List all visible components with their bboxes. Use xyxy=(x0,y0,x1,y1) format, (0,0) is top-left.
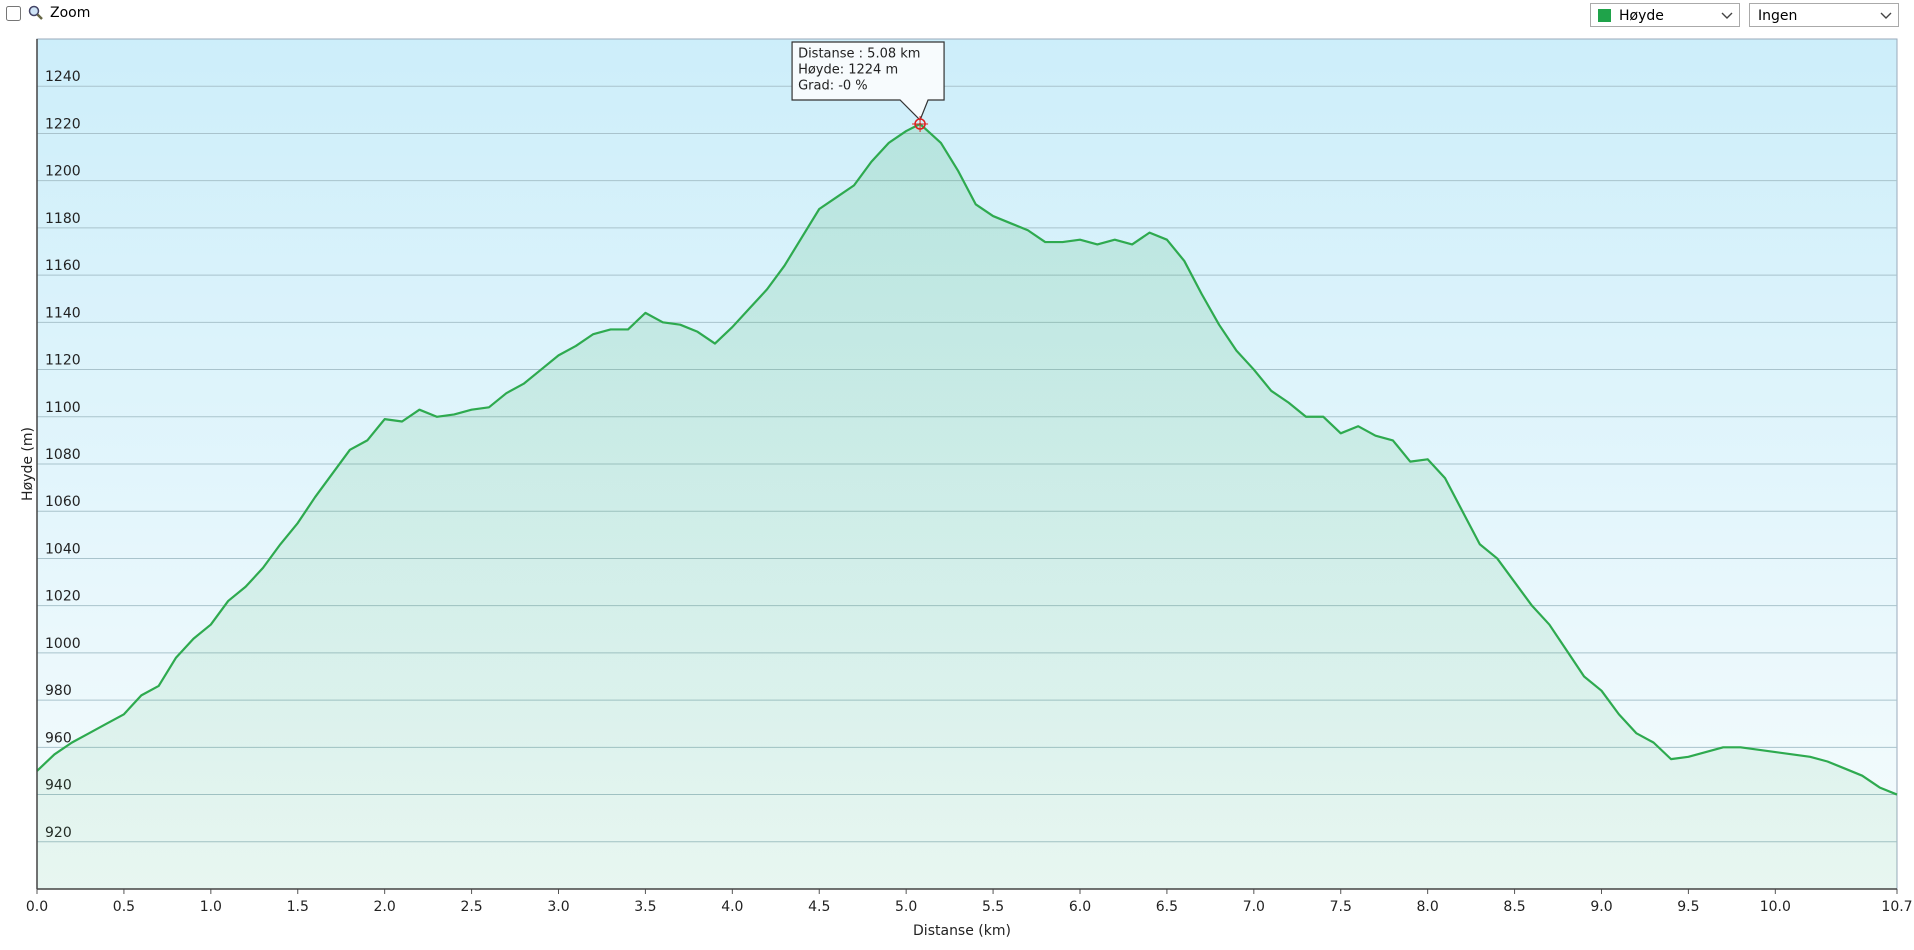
series-swatch xyxy=(1598,9,1611,22)
marker-cross xyxy=(912,116,929,132)
x-tick-label: 1.0 xyxy=(200,899,222,915)
x-tick-label: 8.5 xyxy=(1503,899,1525,915)
zoom-icon xyxy=(28,5,43,20)
tooltip-box xyxy=(791,41,945,122)
x-tick-label: 0.5 xyxy=(113,899,135,915)
chevron xyxy=(1880,12,1892,19)
y-tick-label: 1060 xyxy=(45,494,81,510)
chevron xyxy=(1721,12,1733,19)
line xyxy=(36,122,1898,796)
x-tick-label: 3.5 xyxy=(634,899,656,915)
y-tick-label: 980 xyxy=(45,683,72,699)
x-tick-label: 10.0 xyxy=(1760,899,1791,915)
secondary-select[interactable]: Ingen xyxy=(1749,3,1899,27)
x-tick-label: 0.0 xyxy=(26,899,48,915)
y-tick-label: 1040 xyxy=(45,541,81,557)
tooltip-text: Grad: -0 % xyxy=(798,79,868,94)
x-tick-label: 6.0 xyxy=(1069,899,1091,915)
x-tick-label: 2.0 xyxy=(374,899,396,915)
x-tick-label: 4.5 xyxy=(808,899,830,915)
x-tick-label: 5.5 xyxy=(982,899,1004,915)
y-tick-label: 1240 xyxy=(45,69,81,85)
y-tick-label: 940 xyxy=(45,778,72,794)
series-select-text: Høyde xyxy=(1619,8,1664,24)
secondary-select-text: Ingen xyxy=(1758,8,1798,24)
y-axis-title: Høyde (m) xyxy=(20,427,36,501)
x-tick-label: 3.0 xyxy=(547,899,569,915)
x-tick-label: 9.5 xyxy=(1677,899,1699,915)
x-tick-label: 5.0 xyxy=(895,899,917,915)
y-tick-label: 920 xyxy=(45,825,72,841)
y-tick-label: 1140 xyxy=(45,305,81,321)
x-tick-label: 7.5 xyxy=(1330,899,1352,915)
y-tick-label: 1220 xyxy=(45,116,81,132)
x-tick-label: 7.0 xyxy=(1243,899,1265,915)
x-tick-label: 4.0 xyxy=(721,899,743,915)
y-tick-label: 1200 xyxy=(45,164,81,180)
x-tick-label: 1.5 xyxy=(287,899,309,915)
y-tick-label: 1180 xyxy=(45,211,81,227)
x-tick-label: 6.5 xyxy=(1156,899,1178,915)
y-tick-label: 960 xyxy=(45,730,72,746)
x-tick-label: 8.0 xyxy=(1417,899,1439,915)
y-tick-label: 1160 xyxy=(45,258,81,274)
tooltip-text: Høyde: 1224 m xyxy=(798,63,898,78)
highlight-marker xyxy=(914,118,926,130)
area xyxy=(37,124,1897,889)
x-tick-label: 9.0 xyxy=(1590,899,1612,915)
x-tick-label: 2.5 xyxy=(460,899,482,915)
x-axis-title: Distanse (km) xyxy=(913,923,1011,939)
tooltip-text: Distanse : 5.08 km xyxy=(798,47,920,62)
y-tick-label: 1020 xyxy=(45,589,81,605)
zoom-checkbox[interactable] xyxy=(6,6,21,21)
y-tick-label: 1000 xyxy=(45,636,81,652)
x-tick-label: 10.7 xyxy=(1881,899,1912,915)
series-select[interactable]: Høyde xyxy=(1590,3,1740,27)
toolbar: Zoom Høyde Ingen xyxy=(0,0,1914,34)
y-tick-label: 1120 xyxy=(45,353,81,369)
plot-area xyxy=(36,38,1898,890)
y-tick-label: 1100 xyxy=(45,400,81,416)
y-tick-label: 1080 xyxy=(45,447,81,463)
zoom-label: Zoom xyxy=(50,5,91,21)
